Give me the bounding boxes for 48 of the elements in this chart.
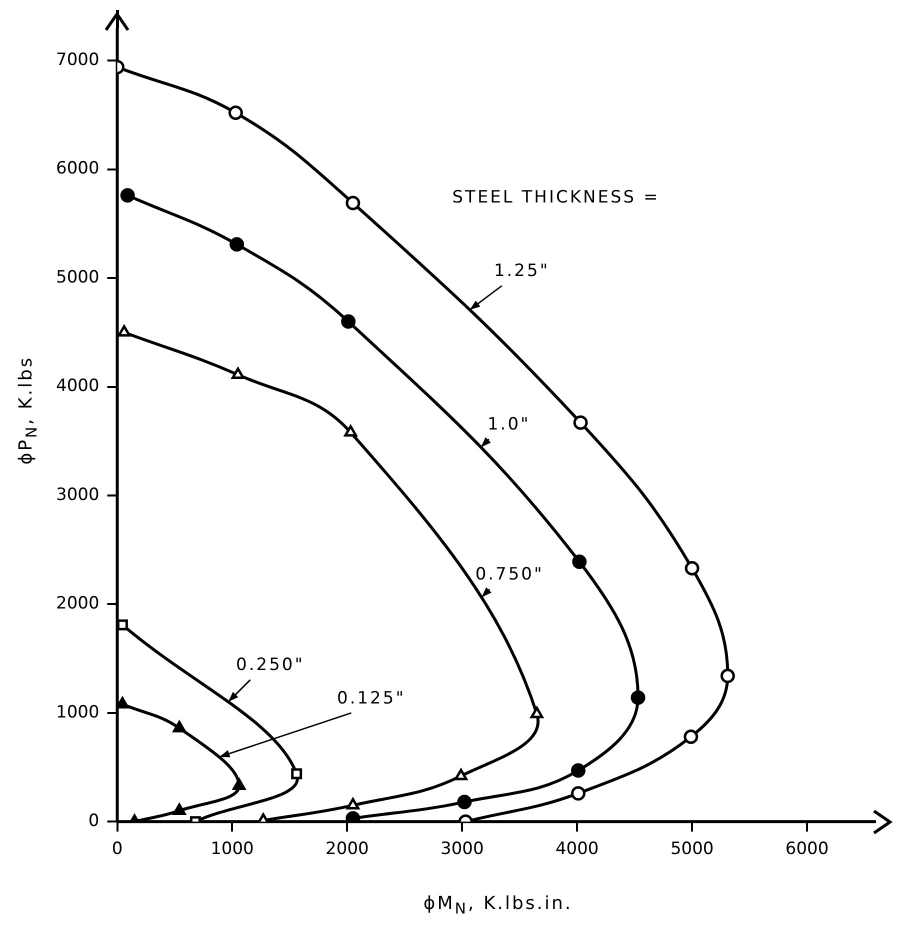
point: [341, 314, 356, 329]
x-tick-label: 6000: [785, 839, 829, 860]
point: [172, 720, 186, 732]
text: 0.125": [337, 688, 406, 708]
point: [232, 368, 244, 380]
point: [630, 690, 646, 705]
annotation: STEEL THICKNESS =: [452, 187, 660, 208]
point: [230, 237, 244, 252]
point: [228, 106, 243, 120]
text: 1.25": [494, 261, 550, 282]
point: [684, 561, 700, 576]
x-tick-label: 0: [112, 839, 123, 860]
point: [117, 619, 128, 630]
point: [117, 696, 129, 708]
point: [572, 554, 587, 570]
y-tick-label: 2000: [56, 594, 100, 614]
point: [120, 188, 135, 203]
series-label: 1.0": [487, 414, 530, 435]
series-label: 0.250": [236, 655, 305, 676]
series-label: 0.750": [475, 564, 544, 585]
y-tick-label: 6000: [56, 158, 100, 179]
point: [346, 196, 360, 210]
x-tick-label: 4000: [555, 839, 599, 860]
point: [454, 768, 468, 780]
y-tick-label: 1000: [56, 702, 100, 722]
point: [346, 798, 360, 810]
y-tick-label: 7000: [56, 50, 100, 70]
x-tick-label: 5000: [670, 839, 714, 860]
point: [232, 778, 246, 790]
point: [571, 786, 586, 801]
point: [118, 325, 131, 337]
y-tick-label: 4000: [56, 376, 100, 396]
point: [530, 706, 544, 718]
x-tick-label: 1000: [210, 839, 254, 860]
y-tick-label: 3000: [56, 484, 100, 505]
x-tick-label: 2000: [326, 839, 369, 860]
point: [684, 730, 698, 744]
x-tick-label: 3000: [440, 839, 484, 860]
point: [291, 768, 302, 780]
point: [720, 668, 735, 684]
point: [573, 415, 588, 430]
y-tick-label: 0: [88, 811, 100, 832]
point: [457, 794, 472, 810]
x-axis-title: ϕM$_{N}$, K.lbs.in.: [422, 893, 574, 918]
y-tick-label: 5000: [56, 267, 100, 288]
point: [172, 803, 186, 815]
point: [571, 763, 586, 778]
point: [344, 425, 358, 437]
